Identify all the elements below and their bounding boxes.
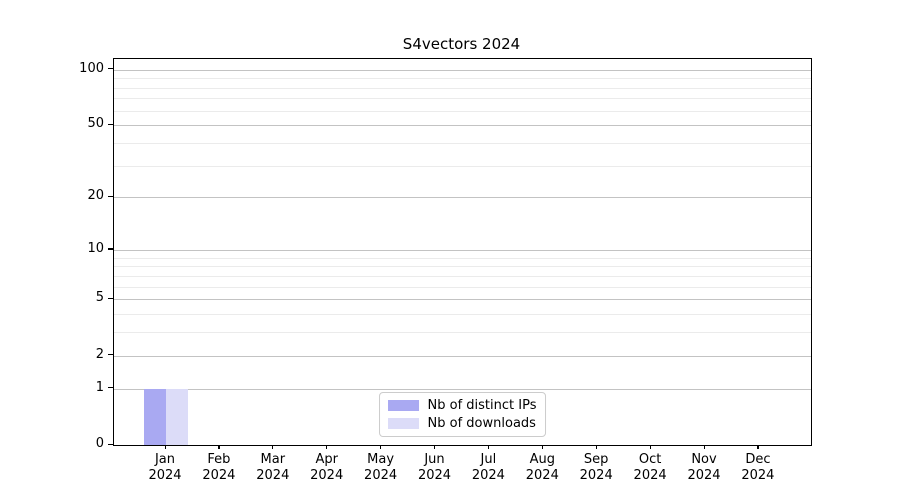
x-tick-mark — [703, 445, 705, 450]
x-tick-label: Aug 2024 — [507, 452, 577, 484]
x-tick-mark — [272, 445, 274, 450]
x-tick-month: Sep — [583, 452, 609, 467]
gridline-minor — [114, 87, 811, 89]
x-tick-label: Nov 2024 — [669, 452, 739, 484]
y-tick-label: 10 — [87, 240, 104, 256]
x-tick-label: Oct 2024 — [615, 452, 685, 484]
y-tick-mark — [108, 387, 113, 389]
x-tick-mark — [595, 445, 597, 450]
x-tick-year: 2024 — [525, 468, 559, 483]
x-tick-month: Jul — [480, 452, 497, 467]
x-tick-mark — [434, 445, 436, 450]
legend-entry-downloads: Nb of downloads — [387, 416, 537, 431]
x-tick-year: 2024 — [741, 468, 775, 483]
y-tick-label: 20 — [87, 188, 104, 204]
gridline-major — [114, 388, 811, 390]
x-tick-mark — [541, 445, 543, 450]
x-tick-label: Jul 2024 — [453, 452, 523, 484]
legend-entry-distinct-ips: Nb of distinct IPs — [387, 398, 537, 413]
gridline-minor — [114, 98, 811, 100]
y-tick-label: 100 — [79, 60, 104, 76]
x-tick-label: Apr 2024 — [292, 452, 362, 484]
x-tick-month: Feb — [207, 452, 231, 467]
y-tick-label: 50 — [87, 116, 104, 132]
legend-label-downloads: Nb of downloads — [427, 416, 536, 431]
gridline-major — [114, 249, 811, 251]
gridline-major — [114, 299, 811, 301]
y-tick-mark — [108, 195, 113, 198]
x-tick-mark — [757, 445, 759, 450]
plot-area: Nb of distinct IPs Nb of downloads — [113, 58, 812, 446]
x-tick-month: Oct — [638, 452, 662, 467]
legend: Nb of distinct IPs Nb of downloads — [378, 392, 547, 437]
bar-distinct-ips — [144, 388, 166, 445]
y-tick-mark — [108, 68, 113, 70]
gridline-minor — [114, 257, 811, 259]
y-tick-label: 1 — [95, 379, 104, 395]
x-tick-year: 2024 — [579, 468, 613, 483]
x-tick-month: Mar — [260, 452, 286, 467]
x-tick-year: 2024 — [202, 468, 236, 483]
gridline-minor — [114, 314, 811, 316]
bar-downloads — [166, 388, 188, 445]
x-tick-label: Mar 2024 — [238, 452, 308, 484]
chart-title: S4vectors 2024 — [402, 35, 521, 53]
y-tick-mark — [108, 354, 113, 356]
x-tick-month: Apr — [315, 452, 338, 467]
y-tick-mark — [108, 123, 113, 125]
gridline-minor — [114, 142, 811, 144]
y-tick-label: 5 — [95, 290, 104, 306]
x-tick-label: Sep 2024 — [561, 452, 631, 484]
y-tick-mark — [108, 297, 113, 299]
gridline-major — [114, 125, 811, 127]
x-tick-year: 2024 — [364, 468, 398, 483]
x-tick-mark — [649, 445, 651, 450]
gridline-minor — [114, 78, 811, 80]
x-tick-label: Feb 2024 — [184, 452, 254, 484]
x-tick-label: May 2024 — [346, 452, 416, 484]
x-tick-label: Jan 2024 — [130, 452, 200, 484]
x-tick-mark — [164, 445, 166, 450]
x-tick-month: Nov — [691, 452, 717, 467]
y-tick-mark — [108, 248, 113, 250]
legend-label-distinct-ips: Nb of distinct IPs — [427, 398, 537, 413]
x-tick-month: Dec — [745, 452, 771, 467]
gridline-minor — [114, 110, 811, 112]
x-tick-year: 2024 — [687, 468, 721, 483]
x-tick-label: Dec 2024 — [723, 452, 793, 484]
x-tick-year: 2024 — [471, 468, 505, 483]
x-tick-month: May — [367, 452, 395, 467]
legend-swatch-distinct-ips — [387, 400, 419, 411]
y-tick-label: 2 — [95, 346, 104, 362]
x-tick-label: Jun 2024 — [400, 452, 470, 484]
x-tick-year: 2024 — [148, 468, 182, 483]
x-tick-month: Jun — [424, 452, 445, 467]
y-tick-mark — [108, 443, 113, 445]
gridline-minor — [114, 332, 811, 334]
x-tick-mark — [218, 445, 220, 450]
gridline-minor — [114, 275, 811, 277]
gridline-minor — [114, 286, 811, 288]
x-tick-year: 2024 — [633, 468, 667, 483]
x-tick-year: 2024 — [256, 468, 290, 483]
x-tick-mark — [487, 445, 490, 450]
x-tick-month: Jan — [154, 452, 176, 467]
x-tick-mark — [380, 445, 382, 450]
y-tick-label: 0 — [95, 436, 104, 451]
gridline-major — [114, 69, 811, 71]
x-tick-month: Aug — [529, 452, 555, 467]
x-tick-mark — [326, 445, 328, 450]
gridline-major — [114, 197, 811, 199]
x-tick-year: 2024 — [310, 468, 344, 483]
gridline-minor — [114, 266, 811, 268]
legend-swatch-downloads — [387, 418, 419, 429]
x-tick-year: 2024 — [417, 468, 452, 483]
gridline-minor — [114, 165, 811, 167]
gridline-major — [114, 355, 811, 357]
